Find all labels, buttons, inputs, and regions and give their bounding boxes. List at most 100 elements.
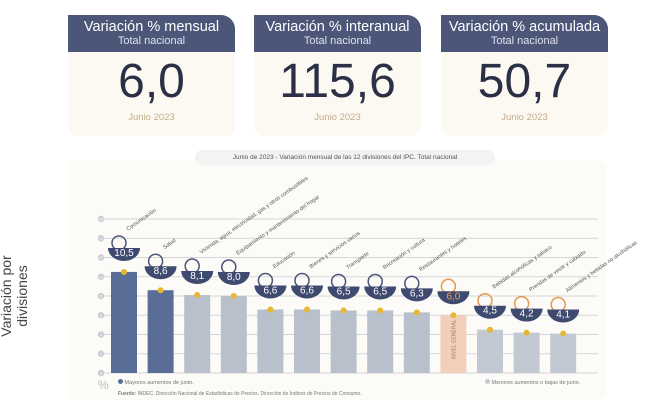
bar-dot	[377, 307, 384, 314]
bar-1	[147, 290, 174, 373]
card-subtitle: Total nacional	[117, 35, 186, 47]
source-text: INDEC. Dirección Nacional de Estadística…	[136, 391, 362, 397]
data-label: 6,0	[446, 291, 460, 302]
card-title: Variación % interanual	[265, 19, 410, 35]
card-date: Junio 2023	[314, 112, 361, 123]
value-bubble	[327, 286, 360, 300]
data-label: 8,1	[190, 271, 204, 282]
bar-9	[440, 315, 467, 373]
card-title: Variación % mensual	[83, 19, 220, 35]
value-bubble	[364, 286, 397, 300]
bar-3	[220, 296, 247, 373]
data-label: 4,2	[520, 309, 534, 320]
category-label: Comunicación	[126, 208, 158, 233]
y-tick-label: 16	[99, 217, 104, 222]
bar-dot	[121, 268, 127, 275]
y-tick-label: 10	[99, 274, 104, 279]
data-label: 6,3	[410, 288, 424, 299]
y-tick-label: 4	[100, 332, 103, 337]
category-label: Equipamiento y mantenimiento del hogar	[236, 194, 321, 256]
bar-dot	[194, 292, 201, 299]
y-tick-marker	[97, 312, 105, 319]
data-label: 8,6	[154, 266, 168, 277]
chart-title: Junio de 2023 - Variación mensual de las…	[195, 150, 495, 165]
data-label: 6,5	[373, 286, 387, 297]
bar-12	[550, 333, 577, 373]
value-bubble	[254, 285, 287, 299]
bar-dot	[487, 326, 493, 333]
y-tick-marker	[97, 350, 105, 357]
bar-dot	[304, 306, 310, 313]
category-label: Transporte	[345, 251, 370, 271]
y-tick-marker	[97, 292, 105, 300]
bar-8	[403, 312, 430, 373]
legend-high-text: Mayores aumentos de junio.	[124, 380, 194, 386]
card-subtitle: Total nacional	[490, 35, 559, 47]
y-tick-label: 6	[100, 313, 103, 318]
bar-10	[477, 329, 503, 373]
data-label: 6,5	[337, 286, 351, 297]
bar-2	[184, 295, 211, 373]
y-tick-label: 12	[99, 255, 104, 260]
bar-dot	[157, 287, 164, 294]
bar-dot	[560, 330, 567, 337]
legend-dot-high	[118, 379, 123, 384]
value-bubble	[108, 247, 140, 261]
chart-title-date: Junio de 2023	[232, 154, 274, 161]
bar-7	[367, 310, 394, 373]
category-label: Educación	[272, 250, 296, 270]
bar-dot	[413, 309, 420, 316]
value-bubble	[437, 291, 470, 305]
bar-dot	[340, 307, 347, 314]
bar-0	[111, 271, 137, 373]
card-title: Variación % acumulada	[448, 19, 601, 35]
data-label: 4,1	[556, 310, 570, 321]
card-value: 50,7	[477, 55, 572, 108]
source-label: Fuente:	[118, 391, 137, 397]
data-label: 6,6	[300, 285, 314, 296]
value-bubble	[291, 285, 323, 299]
value-bubble	[474, 305, 506, 319]
general-bar-label: NIVEL GENERAL	[451, 319, 457, 359]
source: Fuente: INDEC. Dirección Nacional de Est…	[118, 391, 362, 397]
y-tick-marker	[97, 215, 105, 223]
data-label: 4,5	[483, 306, 497, 317]
legend-low: Menores aumentos o bajas de junio.	[485, 379, 580, 386]
bar-dot	[450, 312, 457, 319]
bar-11	[513, 332, 540, 373]
category-label: Alimentos y bebidas no alcohólicas	[565, 240, 639, 294]
bar-dot	[523, 329, 530, 336]
value-bubble	[181, 271, 214, 285]
chart-title-text: - Variación mensual de las 12 divisiones…	[273, 154, 458, 161]
card-monthly: Variación % mensual Total nacional 6,0 Jun…	[68, 15, 235, 136]
value-bubble	[217, 272, 250, 286]
card-cumulative: Variación % acumulada Total nacional 50,7…	[441, 15, 608, 136]
data-label: 10,5	[114, 248, 134, 259]
y-tick-marker	[97, 331, 105, 338]
card-value: 115,6	[279, 55, 396, 108]
data-label: 6,6	[263, 285, 277, 296]
card-yearly: Variación % interanual Total nacional 115…	[254, 15, 421, 136]
bar-dot	[267, 306, 274, 313]
y-tick-label: 8	[100, 294, 103, 299]
category-label: Salud	[162, 238, 177, 251]
value-bubble	[400, 288, 433, 302]
category-label: Restaurantes y hoteles	[419, 236, 469, 273]
y-tick-marker	[97, 369, 105, 377]
value-bubble	[547, 309, 580, 323]
card-subtitle: Total nacional	[303, 35, 372, 47]
bar-dot	[230, 293, 237, 299]
value-bubble	[144, 266, 177, 280]
legend-dot-low	[485, 379, 490, 384]
y-tick-marker	[97, 273, 105, 280]
bar-4	[257, 309, 284, 373]
bar-6	[330, 310, 357, 373]
y-tick-label: 2	[100, 351, 103, 356]
card-value: 6,0	[118, 55, 185, 108]
bar-5	[294, 309, 320, 373]
y-tick-label: 14	[99, 236, 104, 241]
value-bubble	[510, 308, 543, 322]
legend-low-text: Menores aumentos o bajas de junio.	[491, 380, 581, 386]
card-date: Junio 2023	[128, 112, 175, 123]
